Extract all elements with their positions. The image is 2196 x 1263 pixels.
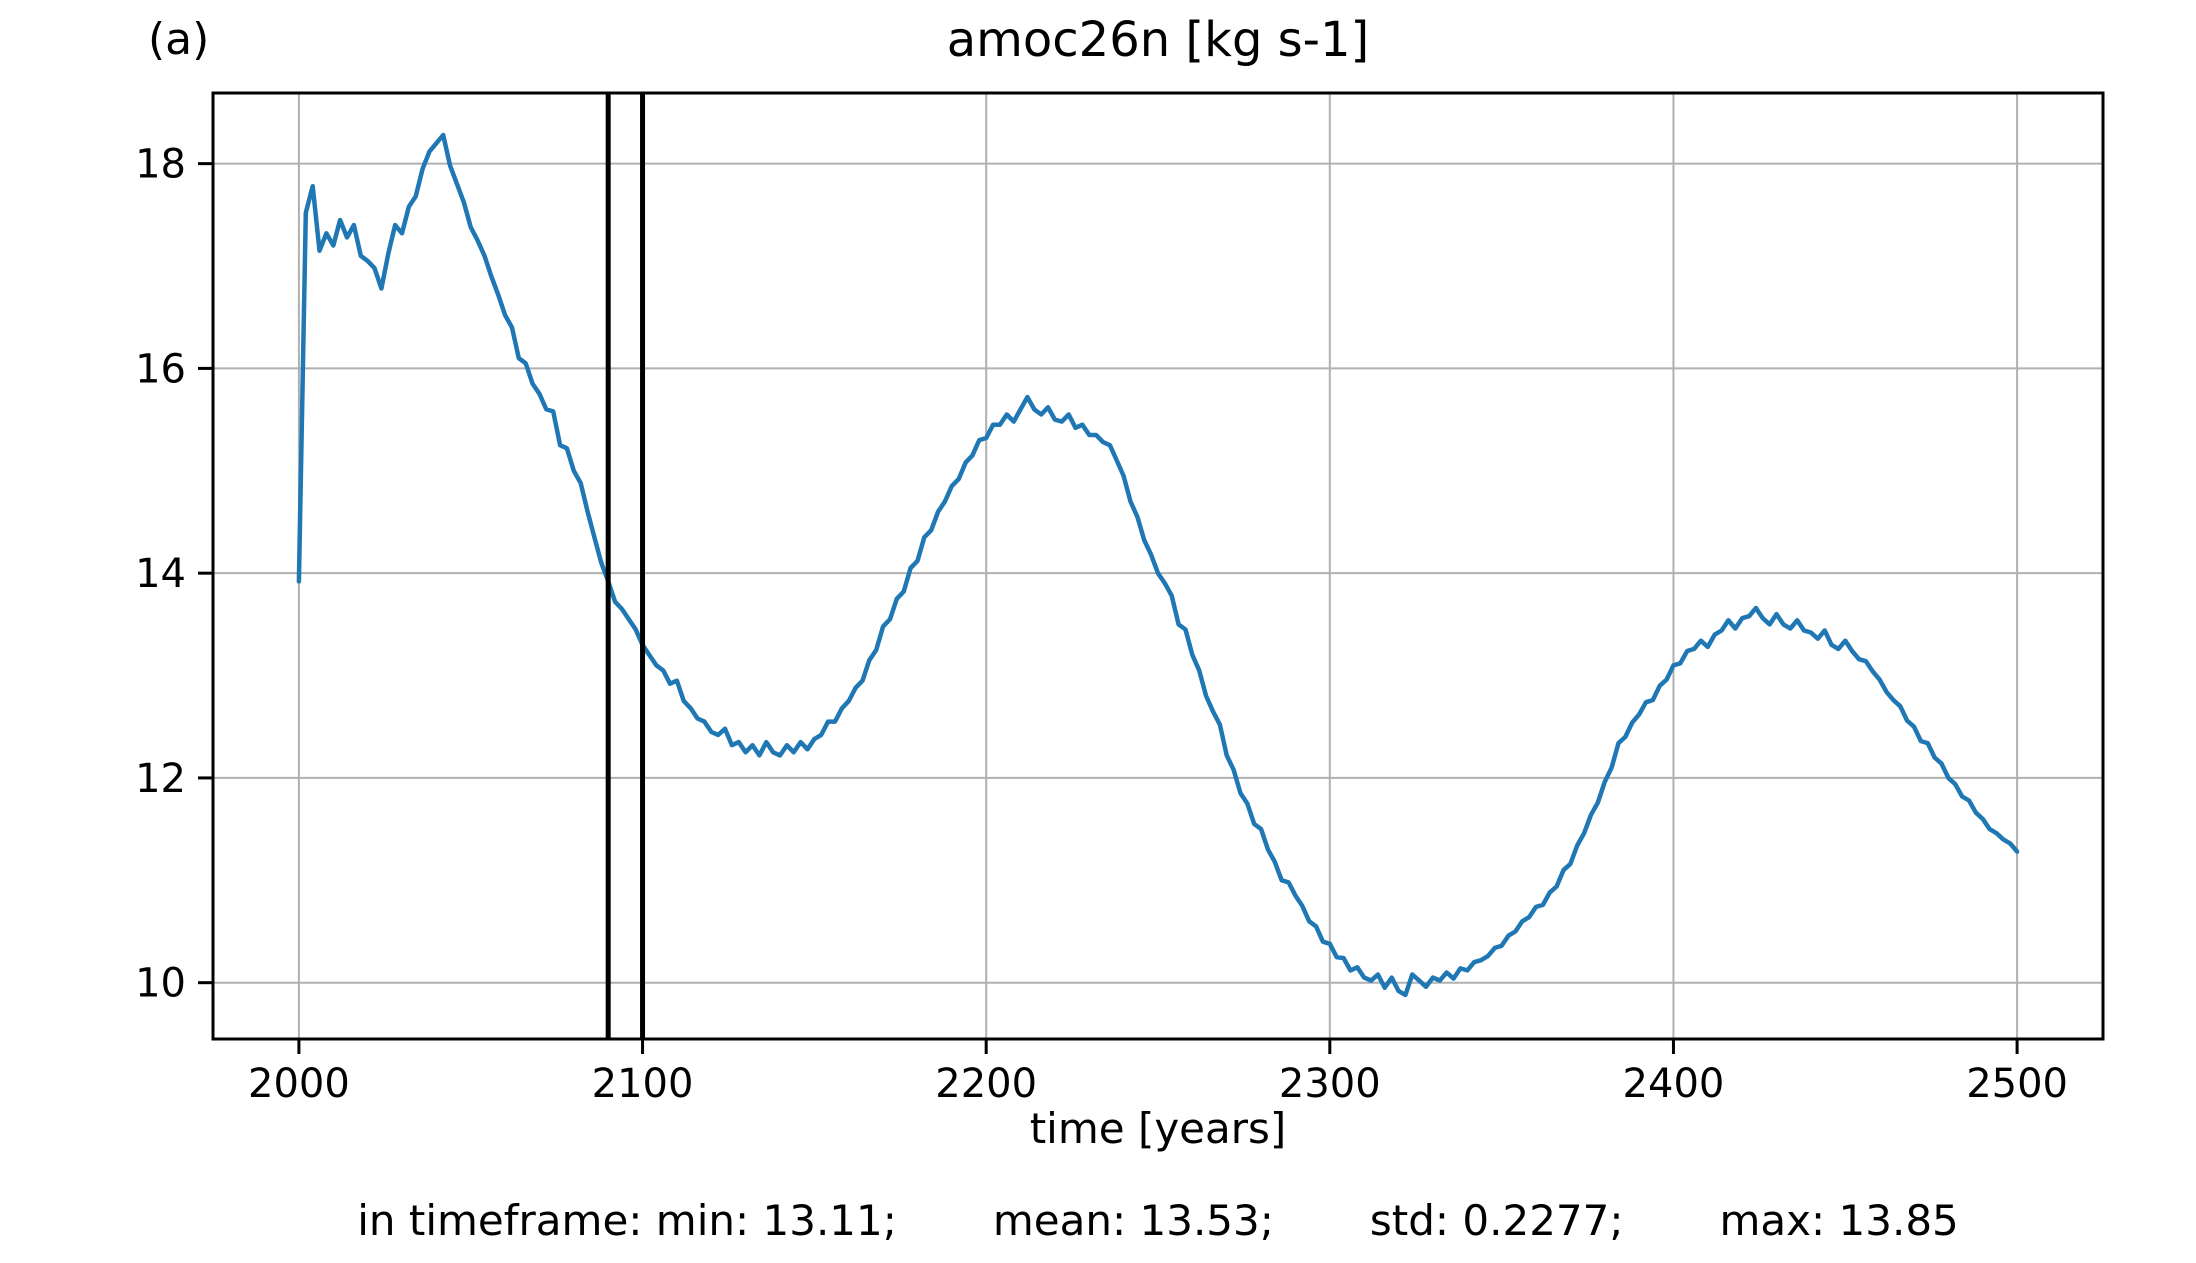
x-axis-label: time [years] <box>1029 1104 1287 1153</box>
stats-mean: mean: 13.53; <box>992 1196 1274 1245</box>
y-tick-label: 16 <box>135 346 186 392</box>
data-line-amoc26n <box>296 132 2020 998</box>
y-tick-label: 12 <box>135 756 186 802</box>
x-tick-label: 2000 <box>248 1061 350 1107</box>
stats-max: max: 13.85 <box>1719 1196 1959 1245</box>
panel-label: (a) <box>148 14 210 65</box>
x-tick-label: 2500 <box>1966 1061 2068 1107</box>
x-tick-label: 2400 <box>1623 1061 1725 1107</box>
chart-title: amoc26n [kg s-1] <box>946 12 1370 68</box>
axes-frame <box>211 91 2105 1041</box>
stats-row: in timeframe: min: 13.11; mean: 13.53; s… <box>213 1196 2103 1245</box>
y-tick-label: 10 <box>135 961 186 1007</box>
x-tick-label: 2200 <box>935 1061 1037 1107</box>
stats-min: in timeframe: min: 13.11; <box>357 1196 897 1245</box>
y-tick-label: 18 <box>135 142 186 188</box>
x-tick-label: 2300 <box>1279 1061 1381 1107</box>
y-tick-label: 14 <box>135 551 186 597</box>
stats-std: std: 0.2277; <box>1369 1196 1624 1245</box>
x-tick-label: 2100 <box>592 1061 694 1107</box>
